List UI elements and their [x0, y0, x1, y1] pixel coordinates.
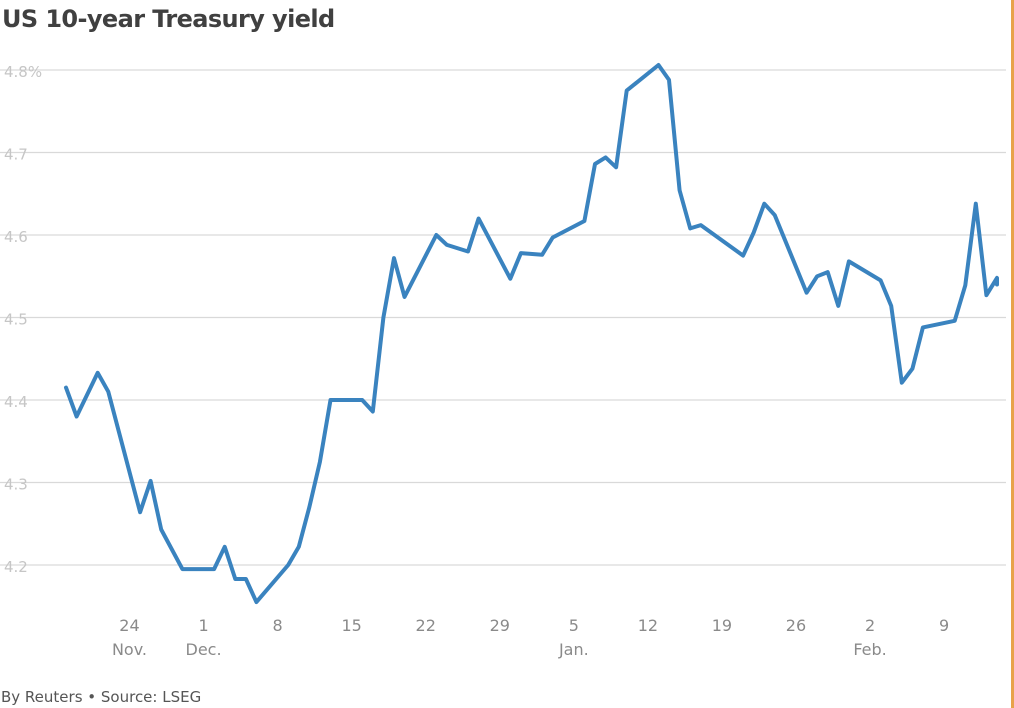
- y-tick-label: 4.7: [4, 146, 28, 164]
- chart-title: US 10-year Treasury yield: [2, 5, 335, 33]
- series-line: [64, 63, 999, 605]
- y-axis-ticks: 4.8% 4.7 4.6 4.5 4.4 4.3 4.2: [4, 63, 42, 576]
- x-tick-label: 24: [119, 616, 139, 635]
- y-tick-label: 4.6: [4, 228, 28, 246]
- x-tick-label: 1: [198, 616, 208, 635]
- x-tick-label: 2: [865, 616, 875, 635]
- series-group: [64, 63, 999, 605]
- x-tick-label: 29: [490, 616, 510, 635]
- y-tick-label: 4.2: [4, 558, 28, 576]
- x-axis-ticks: 24 Nov. 1 Dec. 8 15 22 29 5 Jan. 12 19 26 2 Feb. 9: [112, 616, 949, 659]
- y-tick-label: 4.5: [4, 311, 28, 329]
- x-tick-month-label: Feb.: [853, 640, 886, 659]
- x-tick-label: 5: [569, 616, 579, 635]
- x-tick-label: 8: [272, 616, 282, 635]
- frame-edge: [1011, 0, 1014, 708]
- y-tick-label: 4.3: [4, 476, 28, 494]
- x-tick-label: 19: [712, 616, 732, 635]
- x-tick-label: 12: [638, 616, 658, 635]
- x-tick-label: 15: [341, 616, 361, 635]
- y-tick-label: 4.4: [4, 393, 28, 411]
- x-tick-label: 26: [786, 616, 806, 635]
- x-tick-month-label: Dec.: [186, 640, 222, 659]
- x-tick-month-label: Nov.: [112, 640, 147, 659]
- grid-lines: [0, 69, 1006, 566]
- source-credit: By Reuters • Source: LSEG: [1, 688, 202, 706]
- x-tick-label: 9: [939, 616, 949, 635]
- x-tick-label: 22: [416, 616, 436, 635]
- y-tick-label: 4.8%: [4, 63, 42, 81]
- x-tick-month-label: Jan.: [558, 640, 589, 659]
